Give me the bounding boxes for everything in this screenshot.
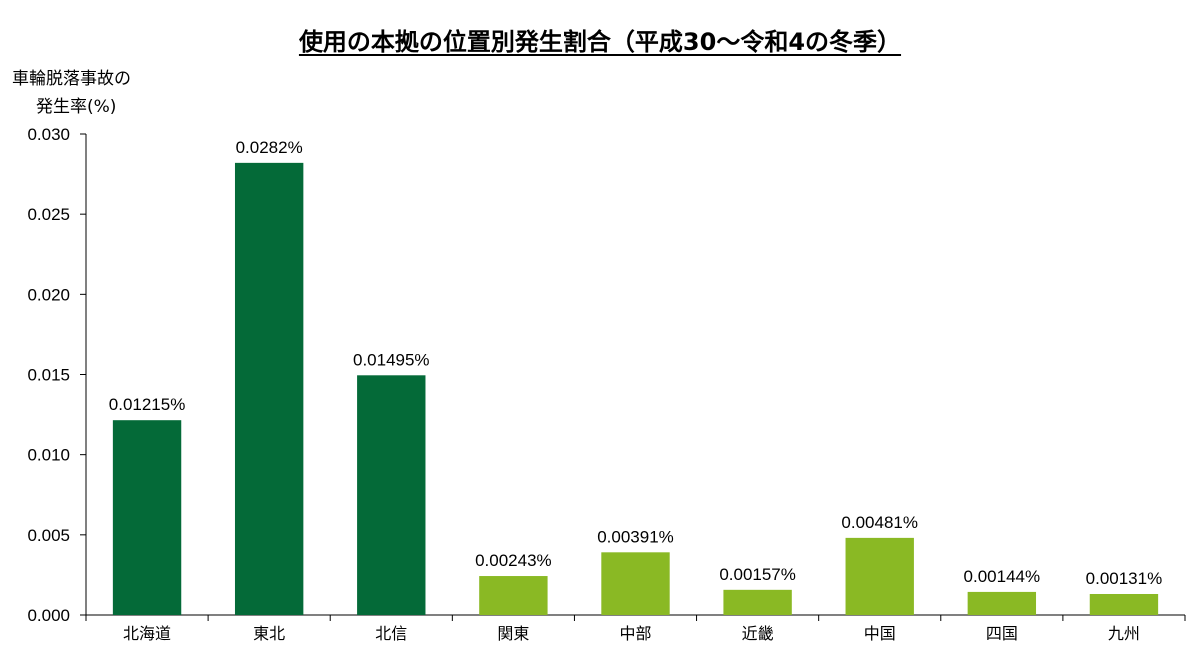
bar [1089, 593, 1159, 615]
y-tick-label: 0.010 [27, 446, 70, 465]
bar [601, 552, 670, 615]
x-tick-label: 東北 [253, 625, 285, 643]
data-label: 0.00391% [597, 527, 674, 546]
data-label: 0.0282% [236, 138, 303, 157]
y-axis-label-line-1: 車輪脱落事故の [12, 69, 131, 89]
y-axis-label-line-2: 発生率(%) [36, 97, 117, 117]
data-label: 0.00131% [1086, 569, 1163, 588]
x-tick-label: 九州 [1108, 625, 1140, 643]
data-label: 0.00481% [841, 513, 918, 532]
bar [723, 589, 792, 615]
bar [845, 537, 914, 615]
y-tick-label: 0.000 [27, 606, 70, 625]
data-label: 0.01495% [353, 350, 430, 369]
x-tick-label: 北海道 [123, 625, 171, 643]
bar [479, 576, 548, 615]
bar [357, 375, 426, 615]
y-tick-label: 0.015 [27, 366, 70, 385]
x-tick-label: 近畿 [742, 625, 774, 643]
x-tick-label: 四国 [986, 626, 1018, 643]
x-tick-label: 中部 [619, 625, 651, 643]
y-tick-label: 0.020 [27, 285, 70, 304]
x-tick-label: 中国 [864, 625, 896, 643]
bar [234, 162, 304, 616]
bar [967, 591, 1037, 615]
data-label: 0.00157% [719, 565, 796, 584]
y-tick-label: 0.030 [27, 125, 70, 144]
bar [112, 420, 182, 615]
chart-title: 使用の本拠の位置別発生割合（平成30～令和4の冬季） [298, 28, 902, 56]
x-tick-label: 北信 [375, 625, 407, 643]
data-label: 0.00243% [475, 551, 552, 570]
data-label: 0.01215% [109, 395, 186, 414]
y-tick-label: 0.025 [27, 205, 70, 224]
y-tick-label: 0.005 [27, 526, 70, 545]
x-tick-label: 関東 [497, 625, 529, 643]
data-label: 0.00144% [964, 567, 1041, 586]
